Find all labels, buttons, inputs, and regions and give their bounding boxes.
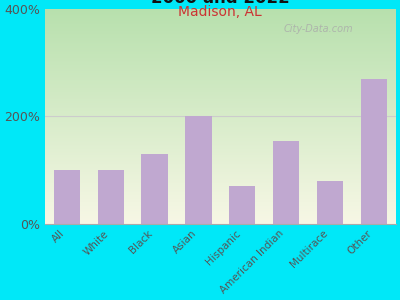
Bar — [273, 140, 299, 224]
Bar — [98, 170, 124, 224]
Bar — [361, 79, 387, 224]
Text: City-Data.com: City-Data.com — [284, 24, 353, 34]
Bar — [185, 116, 212, 224]
Text: Madison, AL: Madison, AL — [178, 5, 262, 19]
Text: Change in per capita income between
2000 and 2022: Change in per capita income between 2000… — [43, 0, 397, 7]
Bar — [142, 154, 168, 224]
Bar — [317, 181, 343, 224]
Bar — [229, 186, 256, 224]
Bar — [54, 170, 80, 224]
